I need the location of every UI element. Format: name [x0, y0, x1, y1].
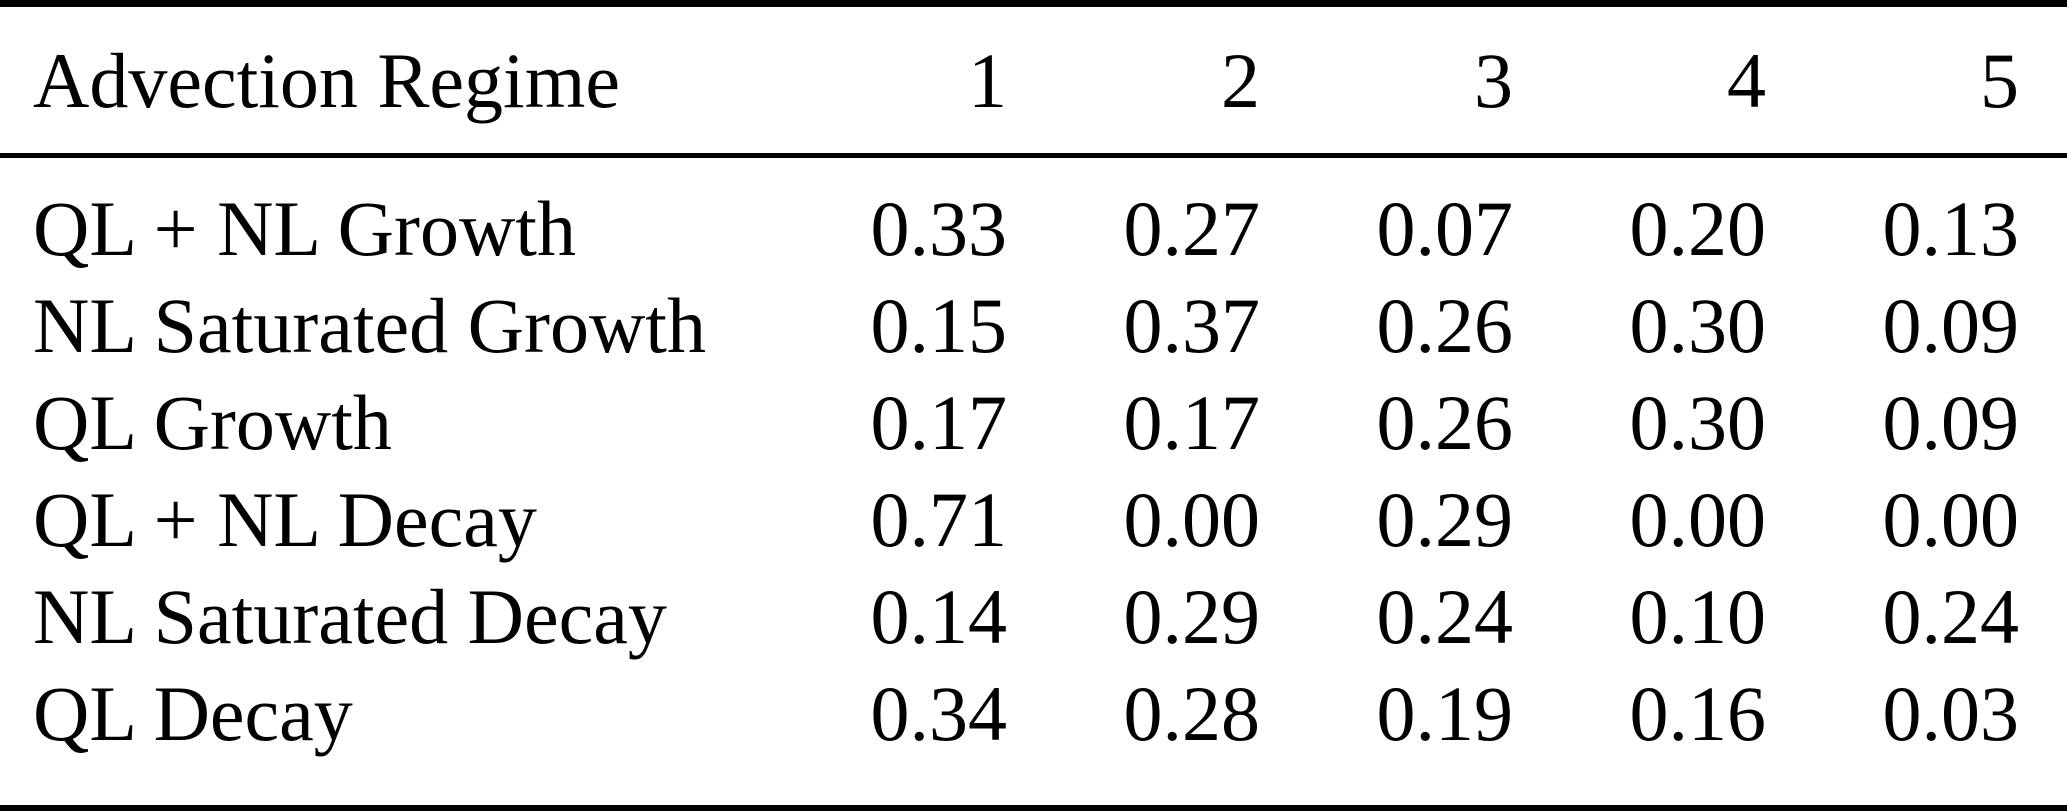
cell-value: 0.28 — [1123, 670, 1261, 757]
cell-value: 0.27 — [1123, 185, 1261, 272]
cell-value: 0.24 — [1376, 573, 1514, 660]
cell-value: 0.13 — [1882, 185, 2020, 272]
cell-value: 0.16 — [1629, 670, 1767, 757]
cell-value: 0.29 — [1123, 573, 1261, 660]
cell-value: 0.33 — [870, 185, 1008, 272]
cell-value: 0.15 — [870, 282, 1008, 369]
row-label: QL Decay — [33, 670, 353, 757]
column-header-3: 3 — [1474, 36, 1513, 124]
column-header-2: 2 — [1221, 36, 1260, 124]
cell-value: 0.07 — [1376, 185, 1514, 272]
row-label: NL Saturated Growth — [33, 282, 706, 369]
cell-value: 0.09 — [1882, 379, 2020, 466]
cell-value: 0.17 — [870, 379, 1008, 466]
cell-value: 0.26 — [1376, 379, 1514, 466]
cell-value: 0.00 — [1882, 476, 2020, 563]
cell-value: 0.71 — [870, 476, 1008, 563]
cell-value: 0.00 — [1123, 476, 1261, 563]
table-row: QL + NL Growth 0.33 0.27 0.07 0.20 0.13 — [0, 180, 2067, 277]
row-label: NL Saturated Decay — [33, 573, 667, 660]
cell-value: 0.30 — [1629, 379, 1767, 466]
row-label: QL + NL Decay — [33, 476, 537, 563]
cell-value: 0.26 — [1376, 282, 1514, 369]
table-row: NL Saturated Decay 0.14 0.29 0.24 0.10 0… — [0, 568, 2067, 665]
table-header-row: Advection Regime 1 2 3 4 5 — [0, 7, 2067, 158]
header-row-label: Advection Regime — [33, 36, 621, 124]
table-row: NL Saturated Growth 0.15 0.37 0.26 0.30 … — [0, 277, 2067, 374]
cell-value: 0.14 — [870, 573, 1008, 660]
cell-value: 0.29 — [1376, 476, 1514, 563]
cell-value: 0.03 — [1882, 670, 2020, 757]
cell-value: 0.34 — [870, 670, 1008, 757]
table-body: QL + NL Growth 0.33 0.27 0.07 0.20 0.13 … — [0, 158, 2067, 805]
cell-value: 0.37 — [1123, 282, 1261, 369]
cell-value: 0.10 — [1629, 573, 1767, 660]
cell-value: 0.00 — [1629, 476, 1767, 563]
column-header-4: 4 — [1727, 36, 1766, 124]
cell-value: 0.19 — [1376, 670, 1514, 757]
table-row: QL Decay 0.34 0.28 0.19 0.16 0.03 — [0, 665, 2067, 762]
table-row: QL Growth 0.17 0.17 0.26 0.30 0.09 — [0, 374, 2067, 471]
row-label: QL Growth — [33, 379, 392, 466]
cell-value: 0.17 — [1123, 379, 1261, 466]
cell-value: 0.20 — [1629, 185, 1767, 272]
column-header-5: 5 — [1980, 36, 2019, 124]
cell-value: 0.24 — [1882, 573, 2020, 660]
table-row: QL + NL Decay 0.71 0.00 0.29 0.00 0.00 — [0, 471, 2067, 568]
column-header-1: 1 — [968, 36, 1007, 124]
row-label: QL + NL Growth — [33, 185, 576, 272]
cell-value: 0.30 — [1629, 282, 1767, 369]
cell-value: 0.09 — [1882, 282, 2020, 369]
